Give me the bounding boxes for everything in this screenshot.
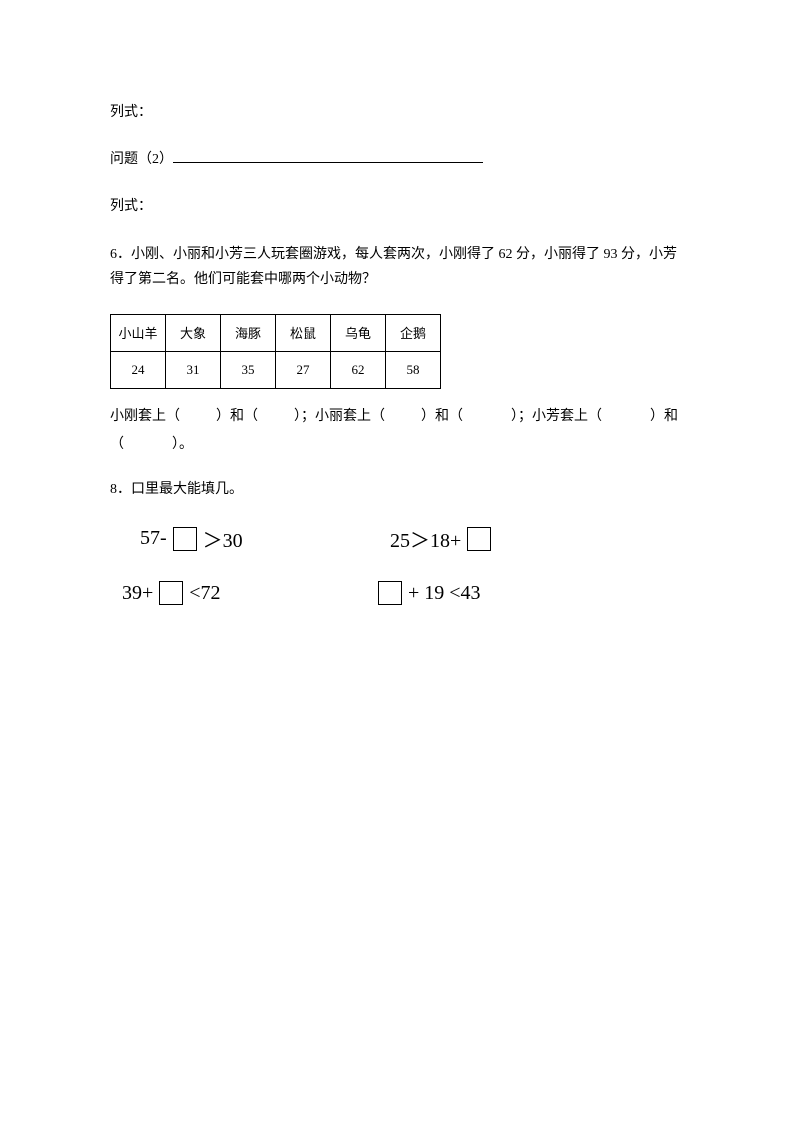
table-row: 24 31 35 27 62 58 [111,351,441,388]
table-header-cell: 乌龟 [331,314,386,351]
fill-text: ）和（ [216,409,258,424]
table-header-cell: 小山羊 [111,314,166,351]
table-header-cell: 大象 [166,314,221,351]
table-header-cell: 企鹅 [386,314,441,351]
table-value-cell: 31 [166,351,221,388]
q6-prompt: 6．小刚、小丽和小芳三人玩套圈游戏，每人套两次，小刚得了 62 分，小丽得了 9… [110,242,684,292]
lieshi-1: 列式： [110,100,684,125]
equation-left: 57- ＞30 [110,524,380,553]
fill-text: ）；小丽套上（ [294,409,385,424]
eq-text: 25＞18+ [390,524,461,553]
equation-row: 57- ＞30 25＞18+ [110,524,684,553]
eq-text: + 19 <43 [408,582,481,605]
eq-text: 39+ [122,582,153,605]
table-value-cell: 58 [386,351,441,388]
wenti-2-row: 问题（2） [110,147,684,172]
table-header-cell: 海豚 [221,314,276,351]
fill-text: ）和（ [421,409,463,424]
answer-box[interactable] [159,581,183,605]
q6-fill: 小刚套上（ ）和（ ）；小丽套上（ ）和（ ）；小芳套上（ ）和 （ ）。 [110,403,684,459]
eq-text: ＞30 [203,524,243,553]
eq-text: 57- [140,527,167,550]
eq-text: <72 [189,582,220,605]
fill-text: 小刚套上（ [110,409,180,424]
table-header-cell: 松鼠 [276,314,331,351]
table-value-cell: 27 [276,351,331,388]
fill-text: ）和 [650,409,678,424]
table-row: 小山羊 大象 海豚 松鼠 乌龟 企鹅 [111,314,441,351]
answer-box[interactable] [378,581,402,605]
equation-left: 39+ <72 [110,581,362,605]
table-value-cell: 24 [111,351,166,388]
equation-right: + 19 <43 [362,581,481,605]
wenti-2-blank[interactable] [173,148,483,163]
equation-row: 39+ <72 + 19 <43 [110,581,684,605]
q6-table: 小山羊 大象 海豚 松鼠 乌龟 企鹅 24 31 35 27 62 58 [110,314,441,389]
answer-box[interactable] [173,527,197,551]
fill-text: ）。 [172,437,193,452]
q8-equations: 57- ＞30 25＞18+ 39+ <72 + 19 <43 [110,524,684,605]
equation-right: 25＞18+ [380,524,497,553]
answer-box[interactable] [467,527,491,551]
q8-prompt: 8．口里最大能填几。 [110,477,684,502]
table-value-cell: 62 [331,351,386,388]
wenti-2-prefix: 问题（2） [110,152,173,167]
table-value-cell: 35 [221,351,276,388]
lieshi-2: 列式： [110,194,684,219]
fill-text: （ [110,437,124,452]
fill-text: ）；小芳套上（ [511,409,602,424]
